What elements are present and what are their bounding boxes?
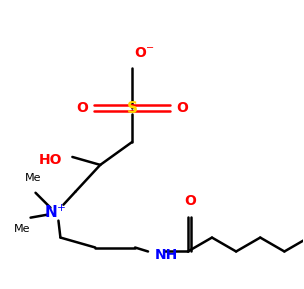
Text: NH: NH <box>155 249 178 262</box>
Text: HO: HO <box>39 153 62 167</box>
Text: O: O <box>184 194 196 208</box>
Text: Me: Me <box>14 224 31 234</box>
Text: Me: Me <box>25 173 42 183</box>
Text: O: O <box>176 101 188 115</box>
Text: N$^{+}$: N$^{+}$ <box>44 204 67 221</box>
Text: O$^{-}$: O$^{-}$ <box>134 47 155 60</box>
Text: O: O <box>76 101 88 115</box>
Text: S: S <box>126 101 138 116</box>
